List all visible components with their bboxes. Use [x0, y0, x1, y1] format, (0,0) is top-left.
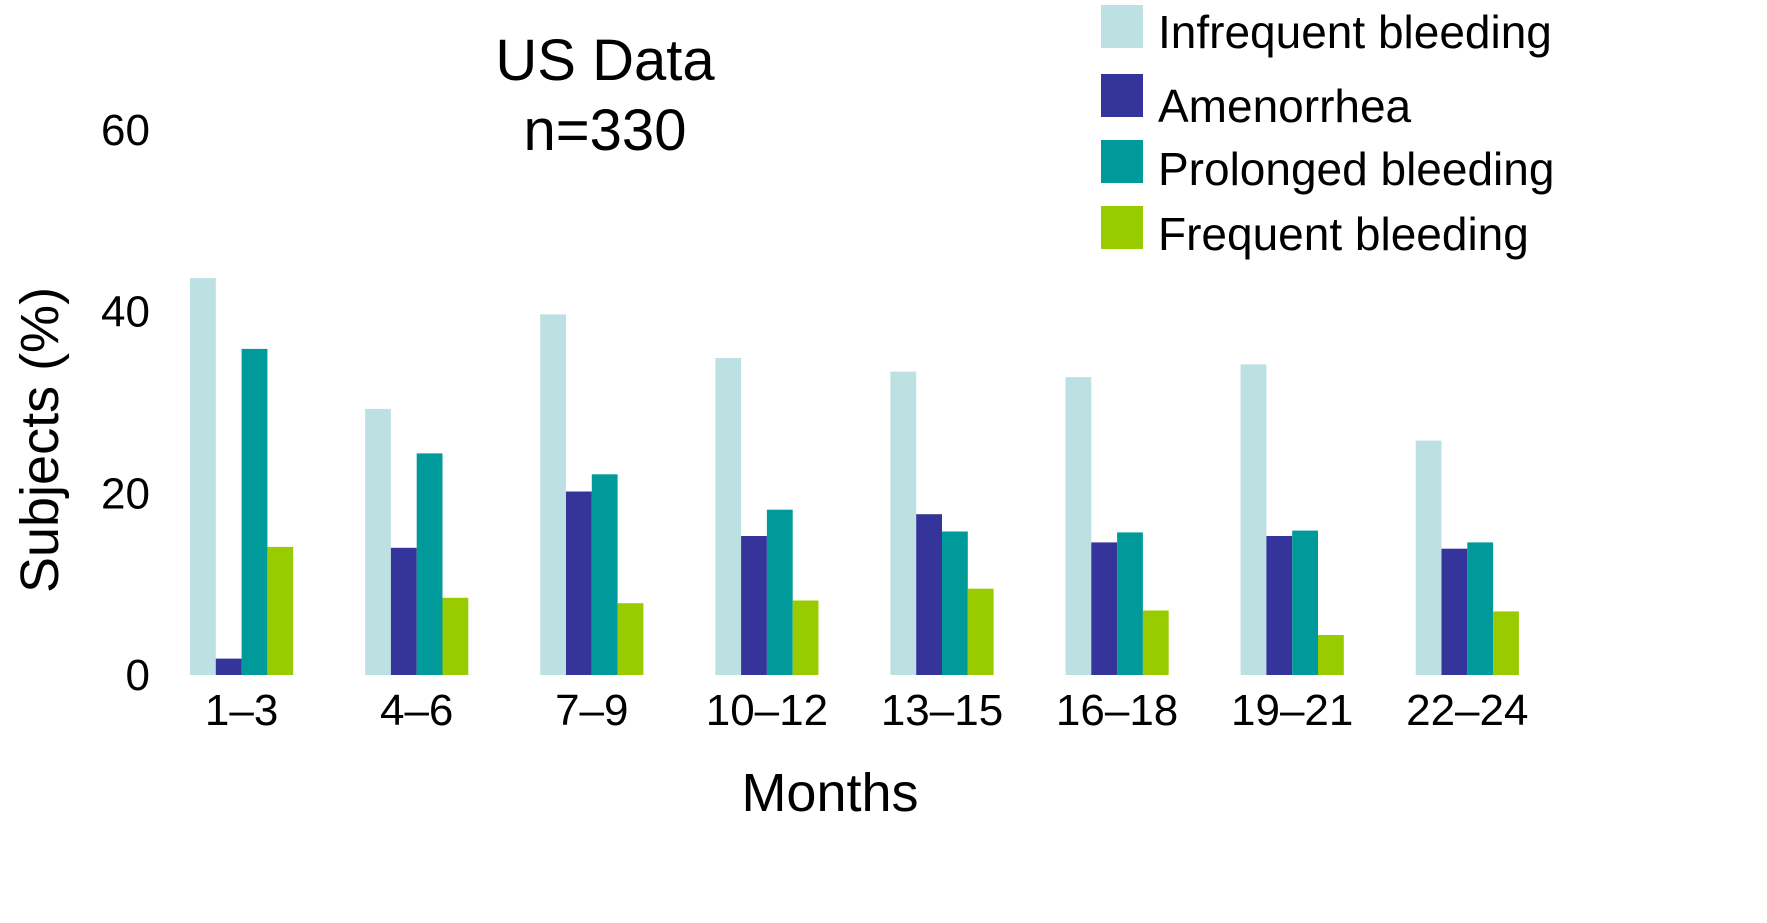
x-tick-label: 13–15: [881, 686, 1003, 735]
bar: [942, 531, 968, 675]
bar-group: [1415, 440, 1519, 675]
legend-label: Amenorrhea: [1158, 80, 1412, 132]
x-tick-label: 16–18: [1056, 686, 1178, 735]
legend-swatch: [1101, 140, 1143, 183]
bar-group: [715, 358, 819, 675]
bars-layer: [190, 278, 1519, 675]
bar: [365, 408, 391, 675]
bar: [766, 509, 793, 675]
x-tick-label: 7–9: [555, 686, 628, 735]
y-axis-label: Subjects (%): [10, 287, 70, 593]
bar: [241, 348, 268, 675]
legend-label: Frequent bleeding: [1158, 208, 1529, 260]
bar: [792, 600, 819, 675]
y-tick-label: 0: [126, 651, 150, 700]
x-axis-label: Months: [741, 763, 918, 823]
bar: [1142, 610, 1169, 675]
x-tick-label: 1–3: [205, 686, 278, 735]
bar: [442, 597, 469, 675]
y-tick-label: 40: [101, 288, 150, 337]
legend-label: Prolonged bleeding: [1158, 143, 1554, 195]
chart-subtitle: n=330: [524, 98, 687, 163]
bar: [617, 603, 644, 675]
bar-group: [890, 371, 994, 675]
bar-group: [190, 278, 294, 675]
x-tick-label: 19–21: [1231, 686, 1353, 735]
bar: [1467, 542, 1494, 675]
bar: [1091, 542, 1118, 675]
chart-title: US Data: [495, 28, 715, 93]
bar: [390, 547, 417, 675]
bar: [1292, 530, 1318, 675]
y-tick-label: 20: [101, 469, 150, 518]
legend-label: Infrequent bleeding: [1158, 6, 1552, 58]
x-tick-label: 10–12: [706, 686, 828, 735]
bar: [1493, 611, 1519, 675]
x-axis-ticks: 1–3 4–6 7–9 10–12 13–15 16–18 19–21 22–24: [205, 686, 1529, 735]
bar: [215, 658, 242, 675]
bar: [890, 371, 917, 675]
bar: [1266, 536, 1293, 675]
x-tick-label: 4–6: [380, 686, 453, 735]
bar: [1117, 532, 1143, 675]
bar: [416, 453, 443, 675]
bar: [190, 278, 216, 675]
x-tick-label: 22–24: [1406, 686, 1528, 735]
bar-group: [1240, 364, 1344, 675]
bar: [566, 491, 592, 675]
bar: [1415, 440, 1442, 675]
bar: [916, 514, 942, 675]
bar: [540, 314, 566, 675]
bar-group: [540, 314, 644, 675]
bar: [741, 536, 767, 675]
legend-swatch: [1101, 206, 1143, 249]
bar: [591, 474, 618, 675]
bar: [1318, 635, 1344, 675]
bar: [267, 546, 294, 675]
bar: [1441, 548, 1468, 675]
legend-swatch: [1101, 5, 1143, 48]
bar: [1065, 377, 1092, 675]
y-axis-ticks: 0 20 40 60: [101, 106, 150, 700]
y-tick-label: 60: [101, 106, 150, 155]
legend: Infrequent bleeding Amenorrhea Prolonged b…: [1101, 5, 1554, 260]
bar-group: [365, 408, 469, 675]
bar: [967, 588, 994, 675]
bar: [1240, 364, 1267, 675]
bar-group: [1065, 377, 1169, 675]
legend-swatch: [1101, 74, 1143, 117]
bar: [715, 358, 742, 675]
